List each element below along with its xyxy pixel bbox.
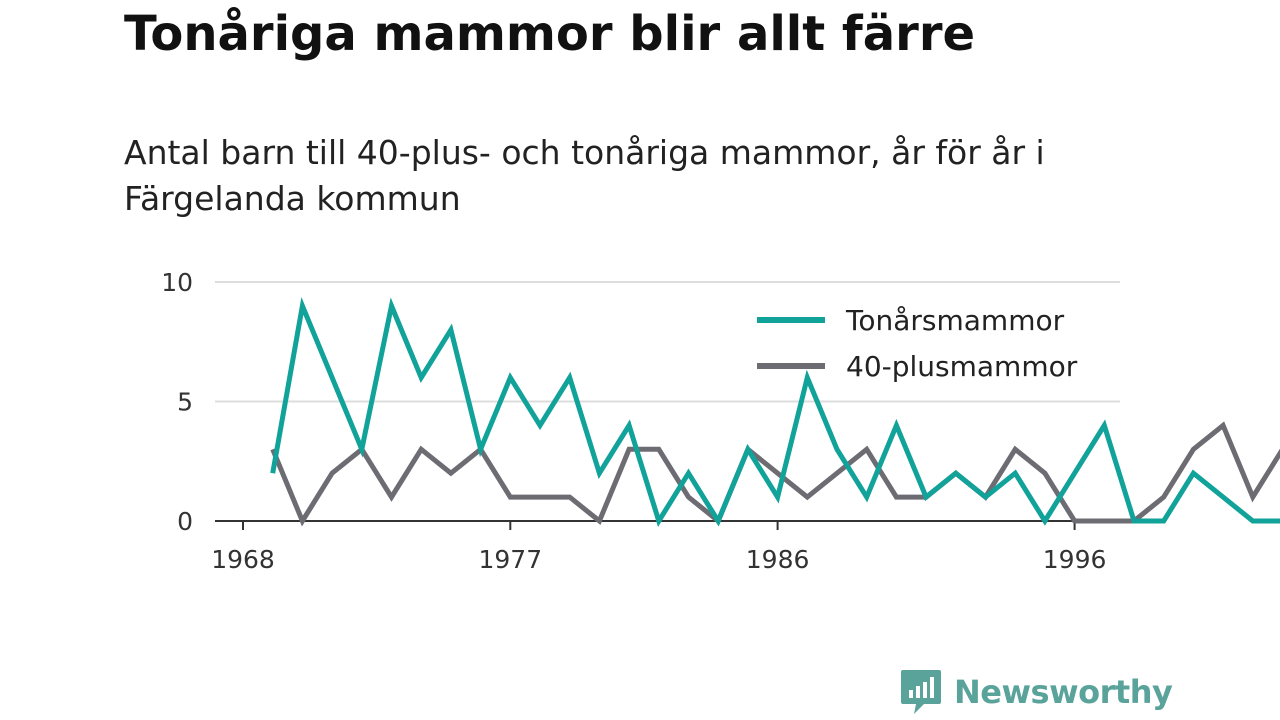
y-tick-label: 5 [177,388,193,417]
newsworthy-logo: Newsworthy [900,668,1173,716]
series-line-tonarsmammor [270,297,1280,527]
y-tick-label: 10 [161,268,193,297]
newsworthy-logo-text: Newsworthy [954,673,1173,711]
x-tick-label: 1996 [1043,545,1107,574]
x-tick-label: 1968 [211,545,275,574]
chart-title: Tonåriga mammor blir allt färre [124,6,976,62]
series-line-40-plusmammor [270,421,1280,527]
legend-label: 40-plusmammor [846,350,1078,383]
x-tick-label: 1977 [478,545,542,574]
chart-subtitle: Antal barn till 40-plus- och tonåriga ma… [124,133,1045,218]
x-tick-label: 1986 [746,545,810,574]
newsworthy-logo-icon [901,670,941,714]
y-tick-label: 0 [177,507,193,536]
legend-label: Tonårsmammor [845,304,1065,337]
